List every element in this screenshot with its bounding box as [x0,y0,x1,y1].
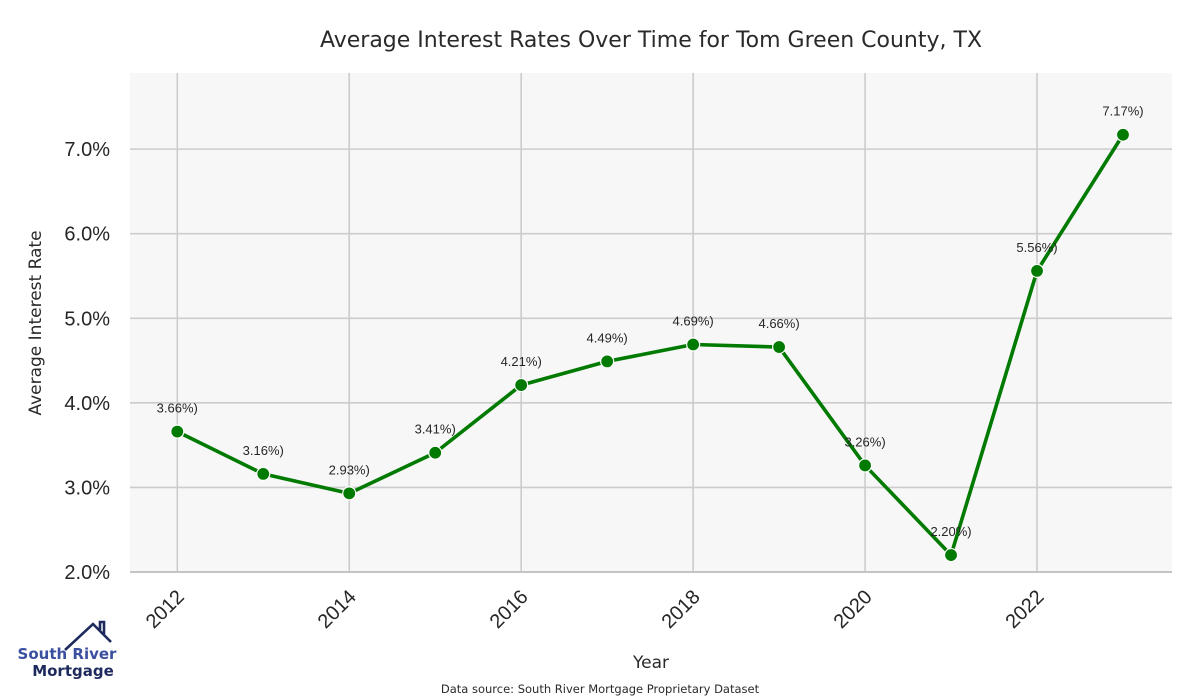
data-label: 3.41%) [415,422,456,437]
data-point [857,458,873,473]
series-line-group: 3.66%) 3.16%) 2.93%) 3.41%) 4.21%) 4.49%) 4.69… [157,104,1144,563]
data-label: 2.93%) [329,462,370,477]
data-label: 4.49%) [587,330,628,345]
data-label: 3.16%) [243,443,284,458]
data-point [256,466,271,481]
y-tick-label: 2.0% [64,562,110,584]
plot-area [130,73,1172,572]
data-point [943,547,959,563]
data-label: 3.26%) [844,434,885,449]
y-tick-label: 3.0% [64,477,110,499]
data-label: 7.17%) [1102,104,1143,119]
house-roof-icon [64,620,112,651]
x-tick-label: 2020 [830,586,877,633]
x-tick-label: 2012 [142,586,189,633]
y-tick-label: 6.0% [64,224,110,246]
chart-title: Average Interest Rates Over Time for Tom… [320,28,982,53]
x-tick-label: 2016 [486,586,533,633]
data-label: 4.21%) [501,354,542,369]
x-tick-label: 2018 [658,586,705,633]
y-tick-label: 5.0% [64,308,110,330]
x-tick-label: 2014 [314,586,361,633]
data-label: 2.20%) [930,524,971,539]
company-logo: South River Mortgage [18,620,118,680]
logo-text-line1: South River [18,645,118,663]
data-source-note: Data source: South River Mortgage Propri… [441,682,760,696]
data-point [1115,127,1131,142]
logo-text-line2: Mortgage [32,662,114,680]
data-point [342,486,357,501]
data-point [514,377,529,393]
data-label: 4.69%) [673,313,714,328]
y-axis-label: Average Interest Rate [26,230,46,415]
data-point [170,424,185,439]
data-label: 5.56%) [1016,240,1057,255]
data-point [772,339,787,355]
data-point [1029,263,1045,279]
y-tick-label: 7.0% [64,139,110,161]
data-point [600,354,615,369]
x-axis-ticks: 2012 2014 2016 2018 2020 2022 [142,586,1049,633]
x-tick-label: 2022 [1002,586,1049,633]
x-axis-label: Year [632,653,669,673]
data-label: 3.66%) [157,401,198,416]
data-point [428,445,443,460]
data-label: 4.66%) [758,316,799,331]
data-point [686,337,701,352]
y-axis-ticks: 2.0% 3.0% 4.0% 5.0% 6.0% 7.0% [64,139,110,584]
series-line [176,133,1125,557]
y-tick-label: 4.0% [64,393,110,415]
grid-lines [130,73,1172,573]
